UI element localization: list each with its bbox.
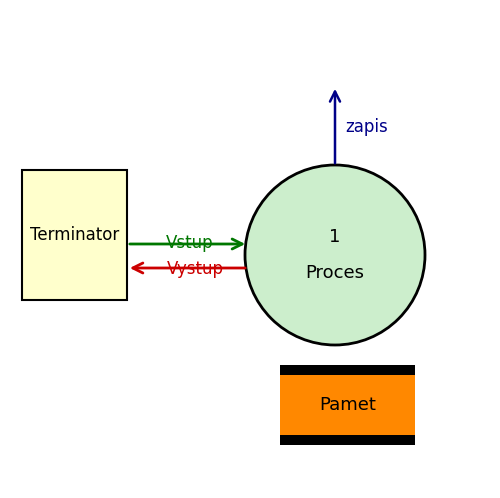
Text: Vystup: Vystup: [166, 260, 224, 278]
Bar: [280, 365, 415, 375]
Text: zapis: zapis: [345, 118, 388, 136]
Text: Pamet: Pamet: [319, 396, 376, 414]
Bar: [280, 435, 415, 445]
Circle shape: [245, 165, 425, 345]
Text: Proces: Proces: [306, 264, 364, 282]
Bar: [280, 365, 415, 445]
Text: Terminator: Terminator: [30, 226, 119, 244]
Text: Vstup: Vstup: [166, 234, 214, 252]
Text: 1: 1: [330, 228, 340, 246]
Bar: [22, 170, 127, 300]
